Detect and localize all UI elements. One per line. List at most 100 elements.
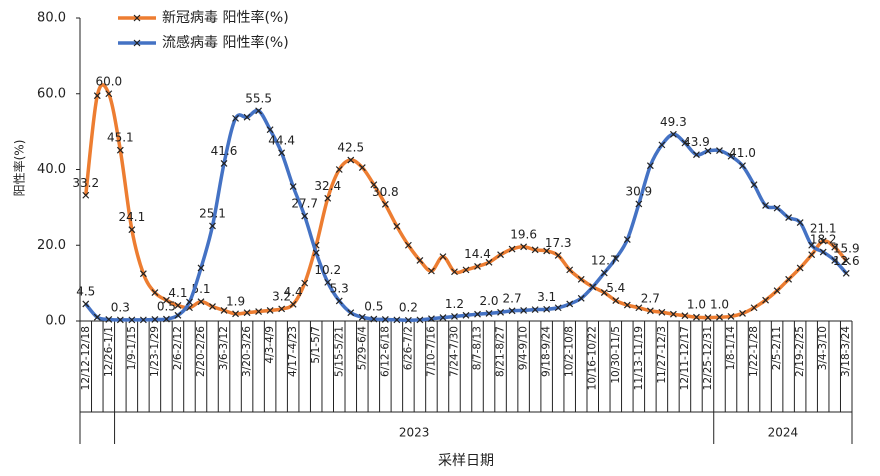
point-marker xyxy=(139,270,147,278)
point-marker xyxy=(232,114,239,122)
point-marker xyxy=(451,313,458,320)
point-marker xyxy=(589,283,597,291)
point-marker xyxy=(416,316,424,324)
x-tick-label: 11/13-11/19 xyxy=(633,326,645,390)
point-marker xyxy=(301,212,309,220)
x-tick-label: 9/18-9/24 xyxy=(541,326,553,377)
point-marker xyxy=(762,202,770,209)
point-marker xyxy=(704,314,712,322)
point-marker xyxy=(716,147,723,154)
data-label: 44.4 xyxy=(268,133,295,147)
data-label: 15.9 xyxy=(833,241,860,255)
point-marker xyxy=(82,300,90,308)
x-tick-label: 12/11-12/17 xyxy=(679,326,691,390)
point-marker xyxy=(819,237,827,245)
point-marker xyxy=(808,251,816,259)
point-marker xyxy=(474,310,481,318)
point-marker xyxy=(543,305,551,313)
data-label: 43.9 xyxy=(683,135,710,149)
x-tick-label: 6/12-6/18 xyxy=(379,326,391,377)
point-marker xyxy=(785,214,793,222)
point-marker xyxy=(174,302,182,309)
legend-marker xyxy=(133,14,141,22)
x-tick-label: 2/6-2/12 xyxy=(172,326,184,370)
x-tick-label: 4/3-4/9 xyxy=(264,326,276,364)
x-tick-label: 1/22-1/28 xyxy=(748,326,760,377)
x-tick-label: 10/16-10/22 xyxy=(587,326,599,390)
point-marker xyxy=(243,309,251,317)
point-marker xyxy=(278,305,286,313)
point-marker xyxy=(439,253,447,261)
point-marker xyxy=(301,279,309,287)
point-marker xyxy=(566,300,574,308)
x-tick-label: 1/8-1/14 xyxy=(725,326,737,371)
point-marker xyxy=(324,194,332,202)
x-tick-label: 12/25-12/31 xyxy=(702,326,714,390)
point-marker xyxy=(347,156,355,164)
y-tick-label: 60.0 xyxy=(37,86,66,101)
x-tick-label: 3/6-3/12 xyxy=(218,326,230,370)
point-marker xyxy=(462,311,470,319)
point-marker xyxy=(577,294,585,302)
point-marker xyxy=(658,308,666,316)
x-tick-label: 7/10-7/16 xyxy=(425,326,437,377)
x-tick-label: 2/5-2/11 xyxy=(771,326,783,370)
point-marker xyxy=(404,241,412,249)
point-marker xyxy=(462,266,470,274)
x-tick-label: 7/24-7/30 xyxy=(448,326,460,377)
point-marker xyxy=(693,151,700,159)
point-marker xyxy=(174,311,182,319)
point-marker xyxy=(105,316,113,323)
point-marker xyxy=(612,255,620,262)
data-label: 18.2 xyxy=(810,233,837,247)
data-label: 0.5 xyxy=(364,300,383,314)
data-label: 32.4 xyxy=(314,179,341,193)
y-axis-title: 阳性率(%) xyxy=(12,140,27,197)
data-label: 3.1 xyxy=(537,290,556,304)
point-marker xyxy=(773,204,781,212)
data-label: 10.2 xyxy=(314,263,341,277)
point-marker xyxy=(266,126,274,134)
point-marker xyxy=(474,263,481,270)
point-marker xyxy=(704,147,712,155)
data-label: 3.2 xyxy=(272,289,291,303)
x-tick-label: 10/30-11/5 xyxy=(610,326,622,384)
point-marker xyxy=(393,316,401,324)
point-marker xyxy=(669,130,677,138)
point-marker xyxy=(750,181,758,189)
data-label: 4.1 xyxy=(168,286,187,300)
data-label: 19.6 xyxy=(510,227,537,241)
point-marker xyxy=(831,256,839,264)
data-label: 42.5 xyxy=(337,141,364,155)
point-marker xyxy=(93,313,101,321)
point-marker xyxy=(796,219,804,226)
x-tick-label: 11/27-12/3 xyxy=(656,326,668,384)
point-marker xyxy=(162,296,170,304)
point-marker xyxy=(232,310,239,318)
x-tick-label: 4/17-4/23 xyxy=(287,326,299,377)
point-marker xyxy=(566,266,574,274)
y-tick-label: 20.0 xyxy=(37,238,66,253)
point-marker xyxy=(416,256,424,264)
x-tick-label: 12/12-12/18 xyxy=(80,326,92,390)
x-tick-label: 8/21-8/27 xyxy=(495,326,507,377)
x-tick-label: 1/9-1/15 xyxy=(126,326,138,370)
point-marker xyxy=(646,162,654,170)
point-marker xyxy=(255,107,263,115)
data-label: 12.7 xyxy=(591,253,618,267)
point-marker xyxy=(635,304,643,312)
legend-label: 新冠病毒 阳性率(%) xyxy=(162,9,289,26)
point-marker xyxy=(404,316,412,324)
point-marker xyxy=(497,308,504,316)
point-marker xyxy=(485,310,493,317)
point-marker xyxy=(773,287,781,295)
y-tick-label: 80.0 xyxy=(37,11,66,26)
point-marker xyxy=(289,183,297,190)
point-marker xyxy=(82,191,90,199)
point-marker xyxy=(197,298,205,306)
data-label: 17.3 xyxy=(545,236,572,250)
point-marker xyxy=(116,316,124,324)
point-marker xyxy=(543,247,551,255)
data-label: 0.3 xyxy=(111,300,130,314)
data-label: 33.2 xyxy=(72,176,99,190)
